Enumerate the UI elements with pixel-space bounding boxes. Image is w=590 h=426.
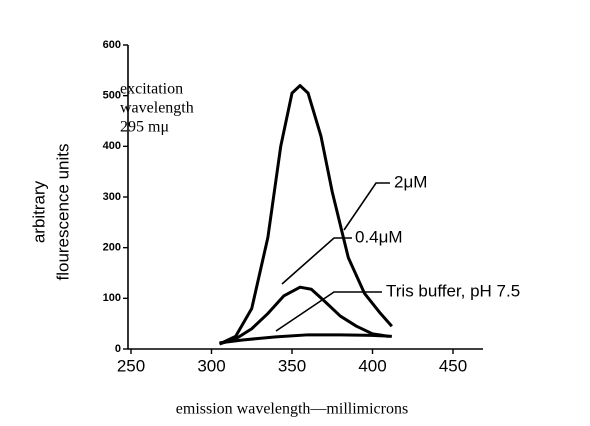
series-line xyxy=(219,333,392,345)
y-axis-label: arbitrary xyxy=(29,180,48,243)
leader-line xyxy=(281,237,352,285)
y-tick-label: 0 xyxy=(115,343,121,355)
x-tick-label: 250 xyxy=(117,356,145,375)
annotation: wavelength xyxy=(120,100,194,117)
x-tick-label: 450 xyxy=(439,356,467,375)
x-axis-label: emission wavelength—millimicrons xyxy=(176,401,408,418)
y-tick-label: 100 xyxy=(103,292,121,304)
x-tick-label: 400 xyxy=(358,356,386,375)
series-label: 2μM xyxy=(394,172,427,191)
annotation: 295 mμ xyxy=(120,119,169,136)
series-line xyxy=(218,84,393,346)
x-tick-label: 300 xyxy=(197,356,225,375)
y-tick-label: 500 xyxy=(103,90,121,102)
series-label: Tris buffer, pH 7.5 xyxy=(386,281,520,300)
y-axis-label: flourescence units xyxy=(53,143,72,280)
leader-line xyxy=(343,182,390,231)
y-tick-label: 600 xyxy=(103,39,121,51)
y-tick-label: 200 xyxy=(103,242,121,254)
x-tick-label: 350 xyxy=(278,356,306,375)
leader-line xyxy=(275,291,382,332)
series-label: 0.4μM xyxy=(355,227,403,246)
y-tick-label: 400 xyxy=(103,140,121,152)
annotation: excitation xyxy=(120,81,183,98)
series-line xyxy=(219,285,389,346)
y-tick-label: 300 xyxy=(103,191,121,203)
leader-lines xyxy=(275,182,390,332)
